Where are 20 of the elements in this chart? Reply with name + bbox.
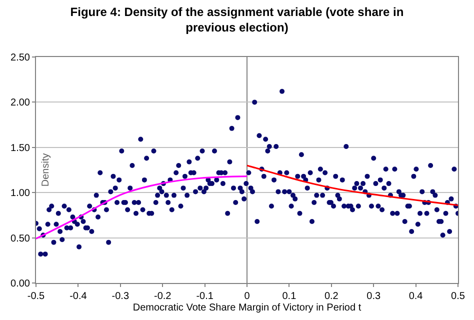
x-tick-label: 0.1 — [282, 291, 297, 302]
x-tick-label: -0.1 — [196, 291, 214, 302]
x-tick-label: 0.4 — [408, 291, 424, 302]
y-tick-label: 2.50 — [10, 52, 30, 64]
x-tick-label: -0.3 — [112, 291, 130, 302]
y-tick-label: 0.00 — [10, 278, 30, 290]
chart-title: Figure 4: Density of the assignment variable (vote share in previous election) — [70, 5, 404, 35]
x-tick-label: 0.2 — [324, 291, 339, 302]
x-tick-label: 0 — [244, 291, 250, 302]
y-tick-label: 1.00 — [10, 188, 30, 200]
x-tick-label: -0.4 — [70, 291, 88, 302]
y-tick-label: 0.50 — [10, 233, 30, 244]
y-tick-label: 1.50 — [10, 142, 30, 154]
y-tick-label: 2.00 — [10, 98, 30, 109]
x-tick-label: 0.5 — [451, 291, 466, 302]
x-tick-label: 0.3 — [366, 291, 381, 302]
x-tick-label: -0.5 — [27, 291, 46, 302]
y-axis-title: Density — [40, 153, 52, 187]
x-axis-title: Democratic Vote Share Margin of Victory in Period t — [132, 302, 362, 314]
x-tick-label: -0.2 — [154, 291, 172, 302]
